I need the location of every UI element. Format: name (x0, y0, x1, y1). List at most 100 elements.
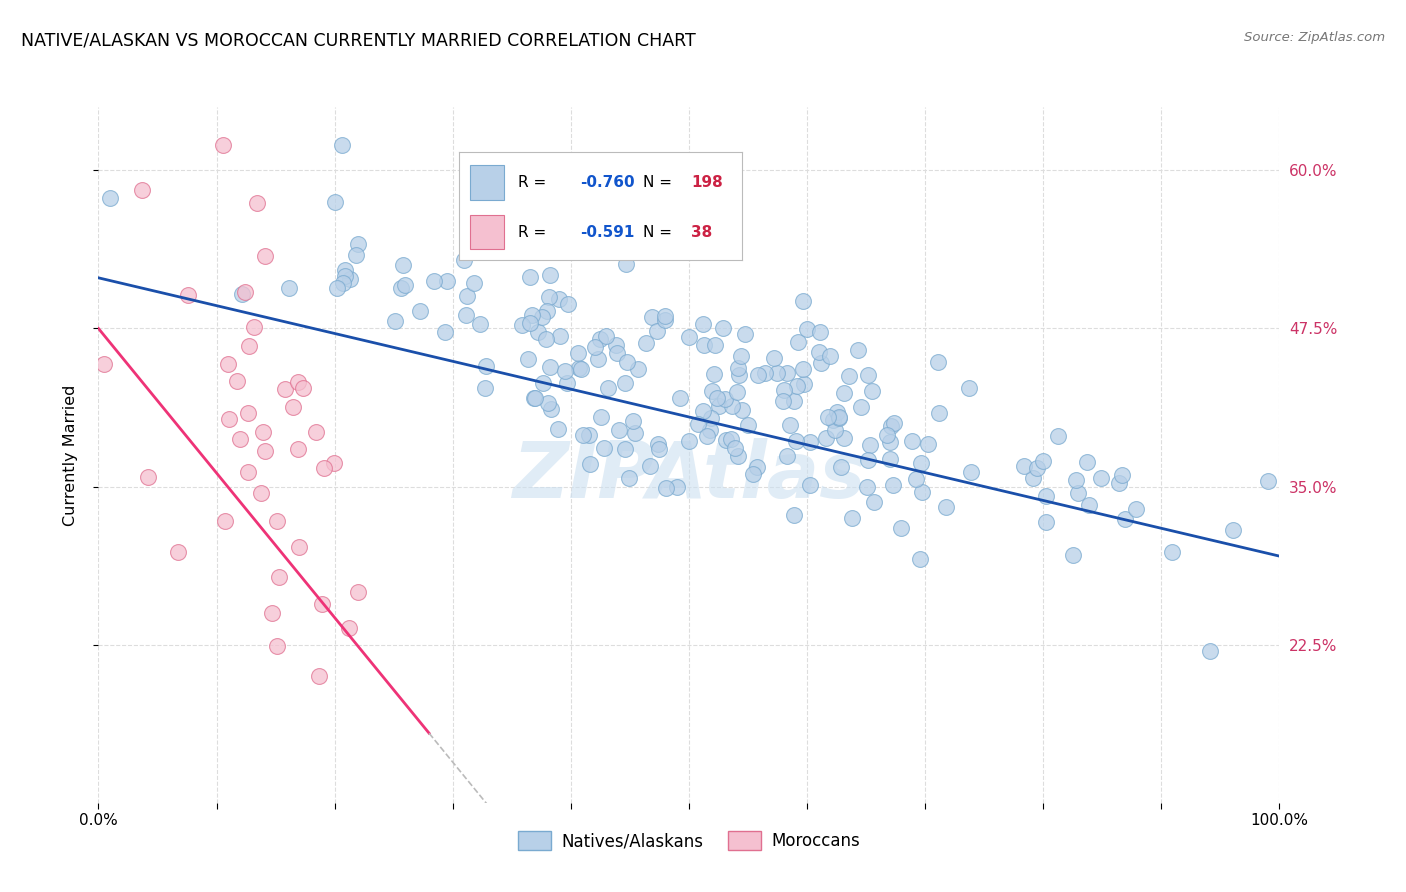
Point (453, 252, 475, 267)
Point (935, 500, 957, 515)
Point (1062, 548, 1084, 562)
Point (436, 274, 458, 288)
Point (1032, 454, 1054, 468)
Point (727, 368, 749, 382)
Point (567, 346, 589, 360)
Point (654, 481, 676, 495)
Point (246, 196, 269, 211)
Point (538, 360, 561, 375)
Point (548, 328, 571, 343)
Point (538, 268, 561, 282)
Point (832, 386, 855, 401)
Point (475, 359, 498, 374)
Point (548, 292, 571, 306)
Point (517, 351, 540, 366)
Point (678, 330, 700, 344)
Point (1026, 460, 1049, 475)
Point (314, 461, 336, 475)
Point (787, 334, 810, 349)
Point (928, 406, 950, 420)
Point (554, 364, 576, 378)
Point (283, 400, 305, 414)
Point (236, 406, 259, 420)
Point (569, 362, 592, 376)
Point (1111, 468, 1133, 483)
Point (1125, 502, 1147, 516)
Point (589, 332, 612, 346)
Point (332, 276, 354, 290)
Point (678, 434, 700, 449)
Point (808, 345, 831, 359)
Point (730, 349, 752, 363)
Point (699, 423, 721, 437)
Point (1222, 524, 1244, 538)
Point (266, 514, 288, 528)
Point (547, 422, 569, 436)
Point (613, 376, 636, 390)
Point (454, 308, 477, 322)
Point (1108, 475, 1130, 490)
Point (463, 276, 485, 290)
Point (555, 376, 578, 390)
Text: NATIVE/ALASKAN VS MOROCCAN CURRENTLY MARRIED CORRELATION CHART: NATIVE/ALASKAN VS MOROCCAN CURRENTLY MAR… (21, 31, 696, 49)
Point (337, 621, 360, 635)
Point (879, 452, 901, 467)
Point (520, 309, 543, 323)
Point (725, 385, 748, 400)
Point (243, 320, 266, 334)
Point (716, 433, 738, 447)
Point (747, 460, 769, 475)
Point (229, 432, 252, 446)
Point (638, 458, 661, 473)
Point (593, 442, 616, 456)
Point (344, 248, 367, 262)
Point (236, 466, 259, 480)
Point (724, 442, 747, 456)
Point (1160, 545, 1182, 559)
Point (692, 317, 714, 331)
Point (908, 552, 931, 566)
Point (510, 318, 533, 332)
Point (131, 182, 153, 196)
Point (779, 417, 801, 432)
Point (1114, 512, 1136, 526)
Point (799, 477, 821, 491)
Point (323, 456, 346, 470)
Point (669, 391, 692, 405)
Point (959, 465, 981, 479)
Point (1012, 458, 1035, 473)
Point (647, 437, 669, 451)
Point (339, 271, 361, 285)
Point (849, 401, 872, 415)
Point (540, 402, 562, 417)
Point (572, 428, 595, 442)
Point (474, 381, 496, 395)
Point (250, 485, 273, 500)
Point (860, 384, 883, 398)
Text: ZIPAtlas: ZIPAtlas (512, 438, 866, 514)
Point (253, 444, 276, 458)
Point (347, 585, 370, 599)
Point (904, 472, 927, 486)
Point (456, 288, 478, 302)
Point (534, 332, 557, 346)
Point (880, 419, 903, 434)
Point (700, 411, 723, 425)
Point (838, 369, 860, 384)
Point (666, 480, 689, 494)
Point (828, 411, 851, 425)
Point (212, 138, 235, 153)
Point (706, 391, 728, 405)
Point (218, 411, 240, 425)
Point (703, 367, 725, 381)
Point (605, 338, 627, 352)
Point (536, 304, 558, 318)
Point (827, 405, 849, 419)
Point (288, 540, 311, 554)
Point (711, 321, 734, 335)
Point (519, 269, 541, 284)
Point (858, 452, 880, 467)
Point (468, 317, 491, 331)
Point (890, 521, 912, 535)
Point (384, 314, 406, 328)
